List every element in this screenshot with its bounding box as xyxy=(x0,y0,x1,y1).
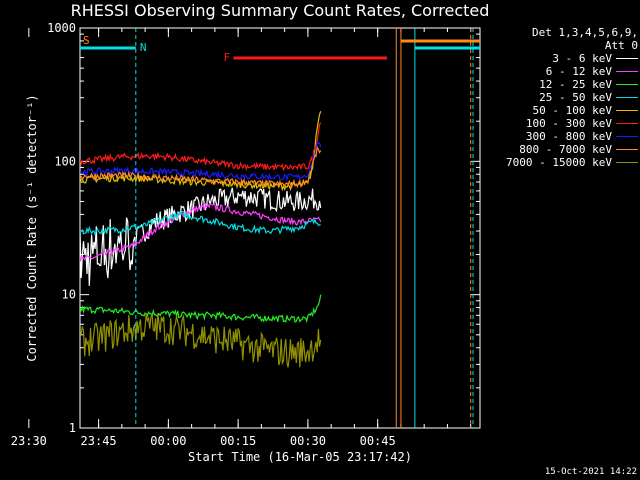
legend-swatch xyxy=(616,149,638,150)
legend-swatch xyxy=(616,97,638,98)
legend-label: 800 - 7000 keV xyxy=(519,143,612,156)
x-tick-label: 00:30 xyxy=(290,434,326,448)
legend-label: 12 - 25 keV xyxy=(539,78,612,91)
legend-attenuator: Att 0 xyxy=(604,39,638,52)
flag-label: F xyxy=(223,51,230,64)
x-tick-label: 00:00 xyxy=(150,434,186,448)
legend-detectors: Det 1,3,4,5,6,9, xyxy=(532,26,638,39)
legend-swatch xyxy=(616,71,638,72)
legend: Det 1,3,4,5,6,9, Att 0 3 - 6 keV 6 - 12 k… xyxy=(478,26,638,169)
flag-label: N xyxy=(140,41,147,54)
y-tick-label: 1 xyxy=(69,421,76,435)
legend-label: 300 - 800 keV xyxy=(525,130,612,143)
legend-entry: 12 - 25 keV xyxy=(478,78,638,91)
chart-title: RHESSI Observing Summary Count Rates, Co… xyxy=(70,1,490,20)
x-tick-label: 23:45 xyxy=(81,434,117,448)
series-line xyxy=(80,294,322,324)
legend-swatch xyxy=(616,162,638,163)
legend-entry: 50 - 100 keV xyxy=(478,104,638,117)
series-line xyxy=(80,142,322,182)
series-line xyxy=(80,187,322,286)
legend-swatch xyxy=(616,136,638,137)
legend-label: 25 - 50 keV xyxy=(539,91,612,104)
legend-label: 50 - 100 keV xyxy=(532,104,612,117)
x-tick-label: 00:15 xyxy=(220,434,256,448)
plot-frame xyxy=(79,27,481,429)
x-axis-label: Start Time (16-Mar-05 23:17:42) xyxy=(188,450,412,464)
legend-entry: 100 - 300 keV xyxy=(478,117,638,130)
series-line xyxy=(80,313,322,368)
legend-entry: 6 - 12 keV xyxy=(478,65,638,78)
legend-swatch xyxy=(616,58,638,59)
legend-entry: 7000 - 15000 keV xyxy=(478,156,638,169)
series-line xyxy=(80,122,322,172)
legend-swatch xyxy=(616,110,638,111)
flag-label: S xyxy=(83,34,90,47)
legend-label: 6 - 12 keV xyxy=(545,65,612,78)
series-line xyxy=(80,210,321,237)
legend-swatch xyxy=(616,84,638,85)
legend-entry: 25 - 50 keV xyxy=(478,91,638,104)
timestamp: 15-Oct-2021 14:22 xyxy=(544,467,637,477)
legend-swatch xyxy=(616,123,638,124)
x-tick-label: 00:45 xyxy=(360,434,396,448)
y-tick-label: 10 xyxy=(62,288,76,302)
series-line xyxy=(80,145,322,189)
y-tick-label: 1000 xyxy=(47,21,76,35)
x-tick-label: 23:30 xyxy=(11,434,47,448)
series-line xyxy=(80,202,322,262)
y-tick-label: 100 xyxy=(54,154,76,168)
series-line xyxy=(80,111,322,192)
legend-entry: 800 - 7000 keV xyxy=(478,143,638,156)
legend-label: 3 - 6 keV xyxy=(552,52,612,65)
legend-label: 100 - 300 keV xyxy=(525,117,612,130)
legend-label: 7000 - 15000 keV xyxy=(506,156,612,169)
y-axis-label: Corrected Count Rate (s⁻¹ detector⁻¹) xyxy=(25,94,39,361)
legend-entry: 3 - 6 keV xyxy=(478,52,638,65)
legend-entry: 300 - 800 keV xyxy=(478,130,638,143)
